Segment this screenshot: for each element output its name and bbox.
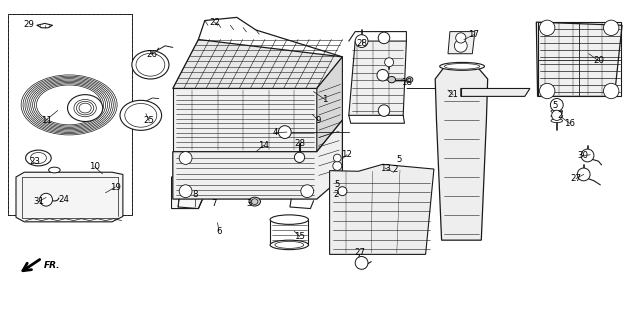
Text: FR.: FR. (44, 262, 61, 270)
Bar (8, 14, 132, 215)
Text: 30: 30 (577, 151, 588, 160)
Circle shape (604, 83, 619, 99)
Circle shape (385, 58, 394, 67)
Circle shape (552, 110, 562, 120)
Polygon shape (349, 41, 406, 115)
Text: 5: 5 (553, 101, 558, 110)
Circle shape (338, 187, 347, 196)
Ellipse shape (270, 240, 308, 250)
Text: 7: 7 (212, 199, 217, 208)
Text: 27: 27 (355, 248, 366, 257)
Circle shape (540, 83, 555, 99)
Text: 2: 2 (333, 190, 339, 199)
Text: 1: 1 (323, 95, 328, 104)
Text: 9: 9 (316, 116, 321, 125)
Ellipse shape (68, 95, 102, 122)
Text: 11: 11 (40, 116, 52, 125)
Text: 13: 13 (380, 164, 391, 173)
Text: 2: 2 (557, 111, 563, 120)
Circle shape (355, 257, 368, 269)
Text: 25: 25 (143, 116, 155, 125)
Circle shape (378, 32, 390, 44)
Circle shape (40, 193, 52, 206)
Ellipse shape (249, 197, 260, 206)
Circle shape (179, 152, 192, 164)
Text: 8: 8 (193, 190, 198, 199)
Text: 29: 29 (24, 20, 34, 29)
Text: 24: 24 (58, 195, 70, 204)
Text: 5: 5 (335, 180, 340, 189)
Circle shape (179, 185, 192, 198)
Text: 26: 26 (146, 50, 157, 59)
Circle shape (378, 105, 390, 116)
Polygon shape (330, 164, 434, 254)
Polygon shape (536, 22, 622, 96)
Circle shape (604, 20, 619, 35)
Text: 31: 31 (33, 197, 44, 206)
Circle shape (456, 33, 466, 43)
Text: 21: 21 (447, 90, 459, 99)
Polygon shape (173, 40, 342, 88)
Text: 16: 16 (564, 119, 575, 128)
Circle shape (278, 126, 291, 138)
Circle shape (550, 99, 563, 111)
Circle shape (454, 40, 467, 52)
Circle shape (355, 35, 368, 47)
Text: 6: 6 (216, 227, 221, 236)
Polygon shape (435, 66, 488, 240)
Ellipse shape (120, 100, 162, 130)
Circle shape (333, 154, 341, 162)
Bar (8, 14, 132, 215)
Circle shape (377, 70, 388, 81)
Circle shape (540, 20, 555, 35)
Ellipse shape (406, 77, 413, 82)
Polygon shape (461, 88, 530, 96)
Circle shape (333, 161, 342, 170)
Text: 14: 14 (258, 141, 269, 150)
Text: 28: 28 (356, 39, 367, 48)
Text: 5: 5 (396, 155, 401, 164)
Circle shape (301, 185, 314, 198)
Bar (538, 22, 621, 96)
Text: 2: 2 (392, 165, 397, 173)
Circle shape (577, 168, 590, 181)
Polygon shape (16, 172, 123, 222)
Ellipse shape (270, 215, 308, 224)
Ellipse shape (26, 150, 51, 166)
Ellipse shape (440, 63, 484, 70)
Text: 18: 18 (401, 78, 412, 87)
Text: 17: 17 (468, 30, 479, 39)
Polygon shape (317, 57, 342, 152)
Text: 10: 10 (89, 162, 100, 171)
Text: 27: 27 (570, 174, 582, 183)
Text: 19: 19 (110, 183, 120, 191)
Polygon shape (448, 32, 475, 54)
Text: 15: 15 (294, 232, 305, 241)
Circle shape (294, 152, 305, 162)
Circle shape (581, 149, 594, 162)
Text: 4: 4 (273, 128, 278, 137)
Polygon shape (173, 88, 317, 152)
Text: 3: 3 (247, 199, 252, 208)
Text: 23: 23 (29, 157, 41, 166)
Text: 22: 22 (209, 18, 220, 27)
Text: 20: 20 (593, 56, 604, 65)
Ellipse shape (388, 76, 396, 83)
Polygon shape (172, 174, 204, 209)
Ellipse shape (132, 51, 169, 79)
Ellipse shape (49, 167, 60, 173)
Polygon shape (173, 120, 342, 199)
Text: 12: 12 (341, 150, 353, 159)
Text: 28: 28 (294, 139, 305, 148)
